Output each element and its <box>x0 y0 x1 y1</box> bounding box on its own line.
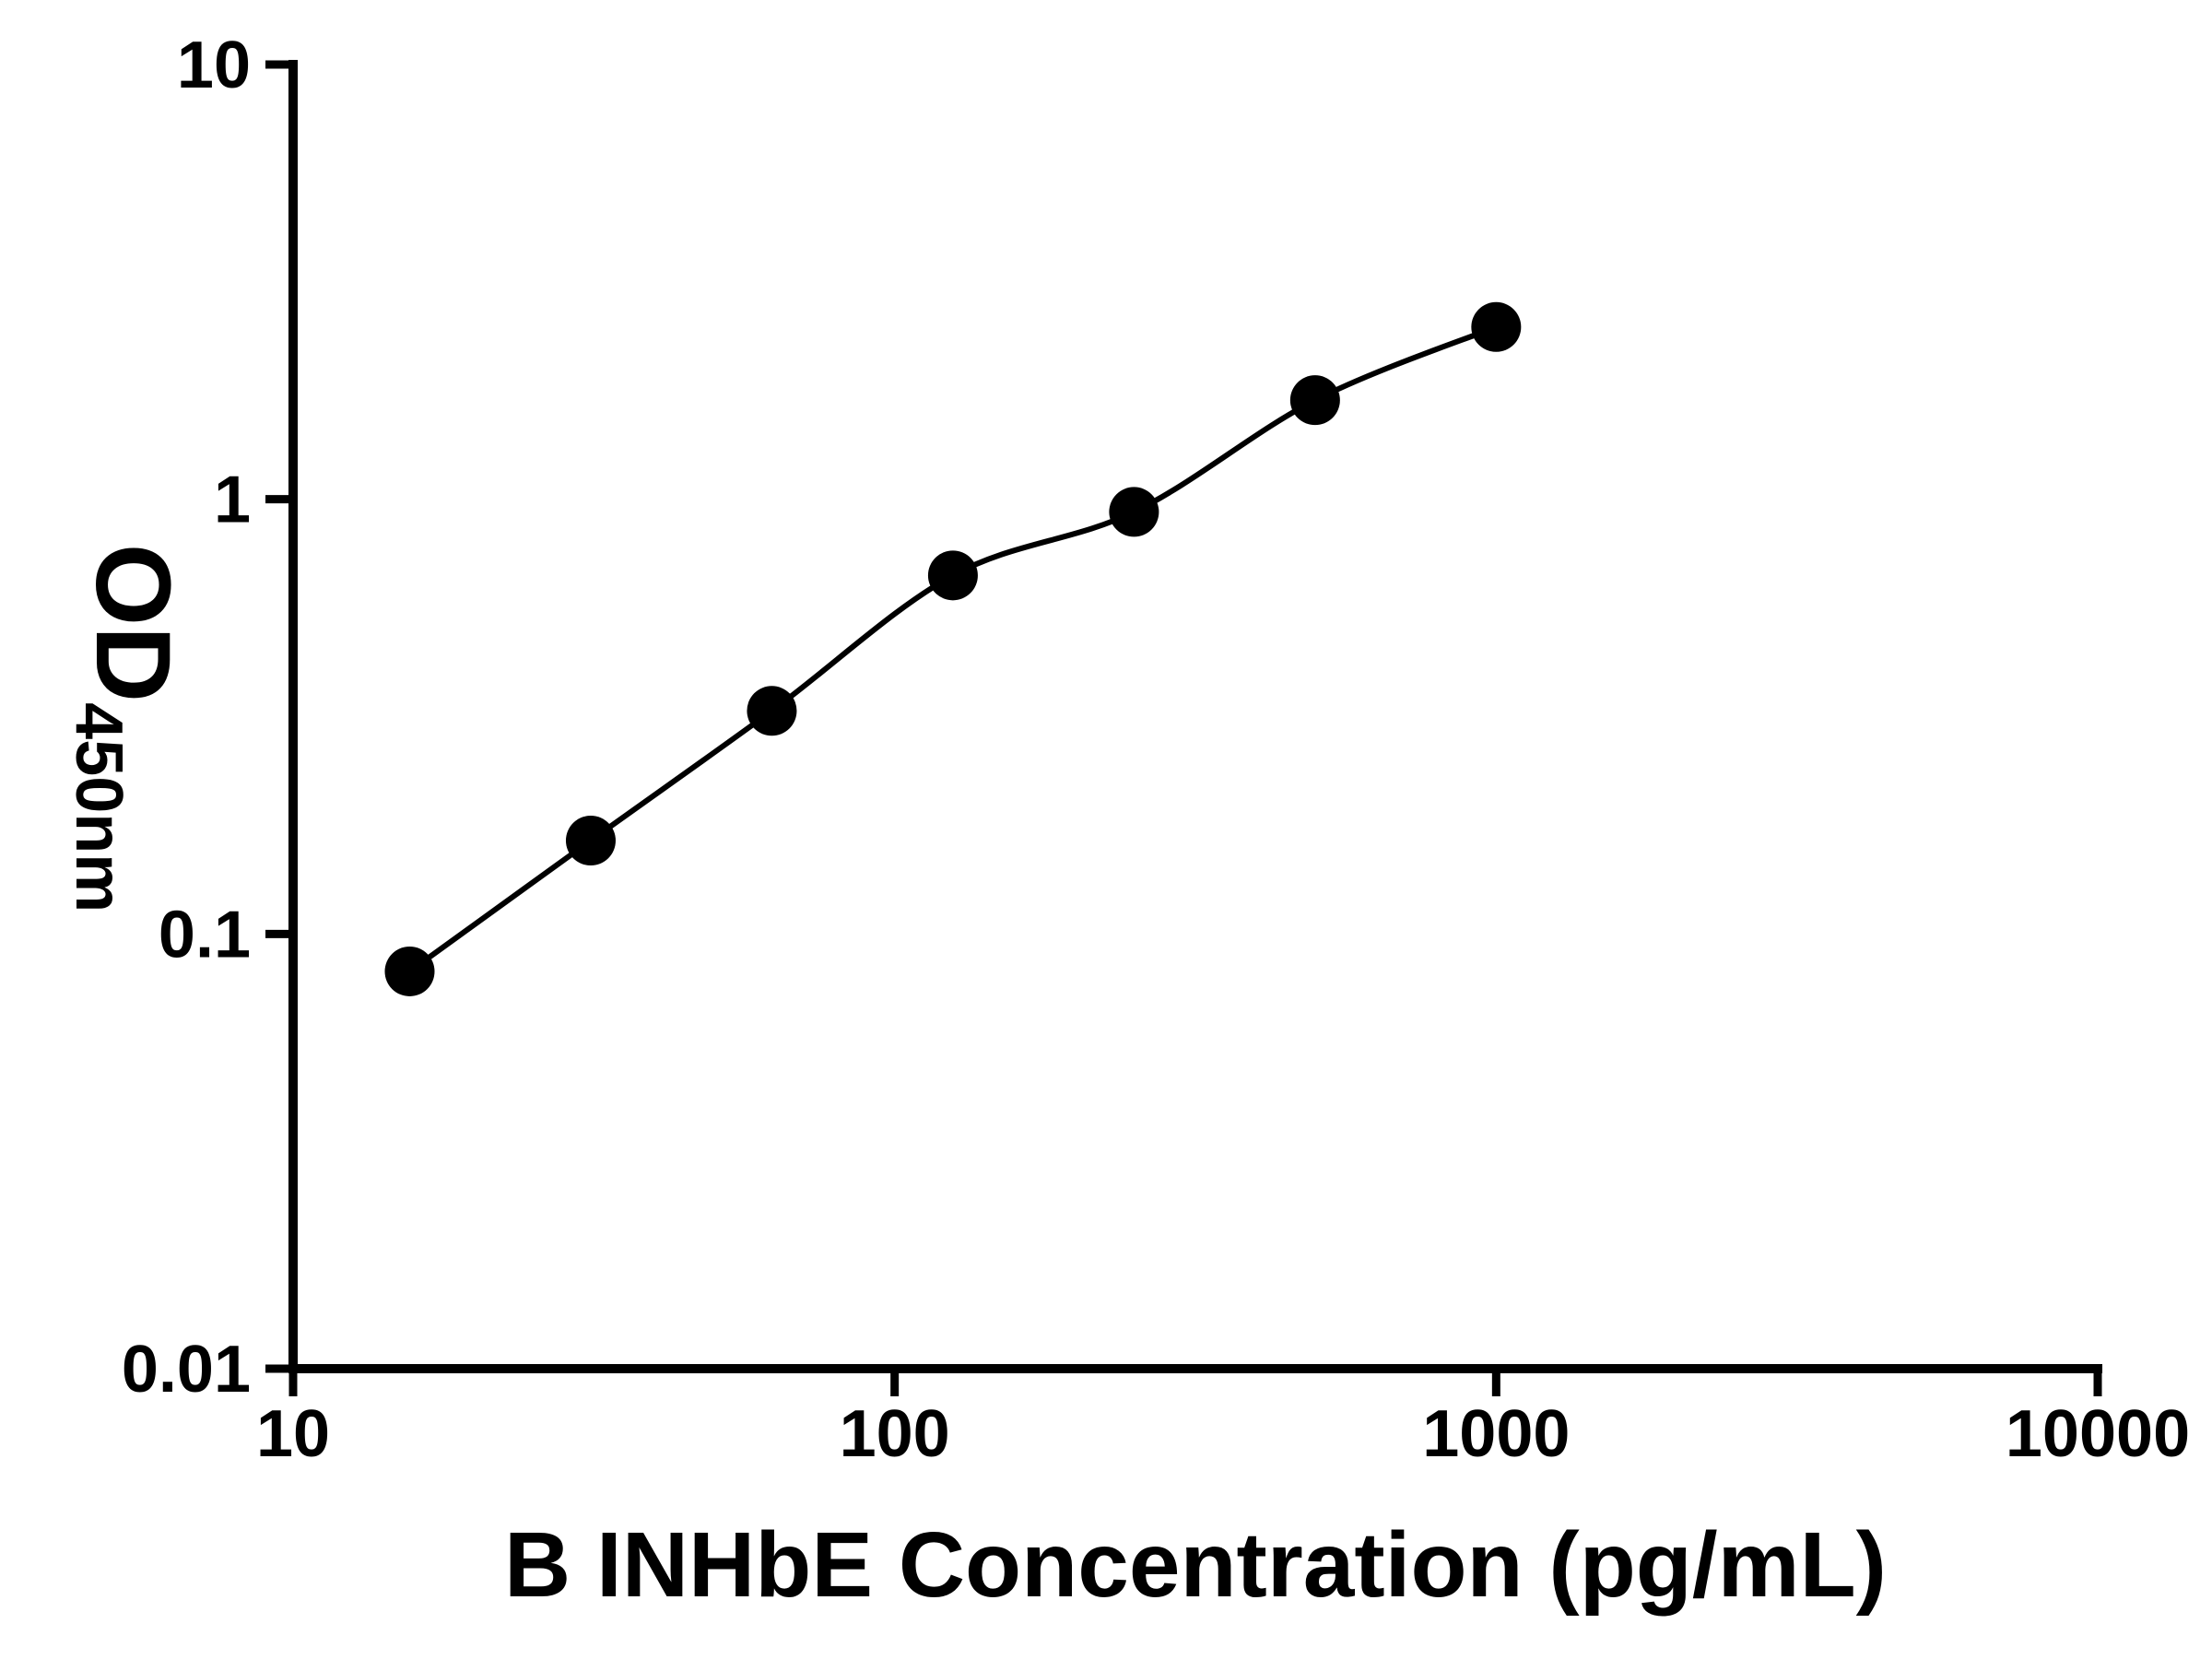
plot-area <box>384 301 1522 996</box>
x-axis-title: B INHbE Concentration (pg/mL) <box>504 1513 1887 1617</box>
data-point <box>1471 301 1522 352</box>
axes <box>288 60 2102 1373</box>
y-axis-title: OD450nm <box>62 544 192 913</box>
y-tick-label: 0.1 <box>159 898 251 971</box>
data-point <box>565 815 616 865</box>
y-axis-title-subscript: 450nm <box>62 702 135 912</box>
data-point <box>747 686 797 736</box>
curve-line <box>407 324 1498 974</box>
y-axis-title-main: OD <box>74 544 192 703</box>
y-tick-label: 1 <box>214 464 251 537</box>
data-point <box>1109 487 1159 537</box>
data-point <box>927 550 978 601</box>
x-tick-label: 1000 <box>1422 1397 1570 1471</box>
x-tick-label: 10 <box>256 1397 330 1471</box>
x-tick-label: 10000 <box>2006 1397 2190 1471</box>
axis-ticks <box>265 60 2102 1396</box>
data-point <box>1289 375 1340 426</box>
tick-labels: 10 100 1000 10000 0.01 0.1 1 10 <box>122 29 2190 1471</box>
data-point <box>384 946 435 996</box>
x-tick-label: 100 <box>840 1397 950 1471</box>
y-tick-label: 10 <box>177 29 251 102</box>
y-tick-label: 0.01 <box>122 1333 251 1406</box>
